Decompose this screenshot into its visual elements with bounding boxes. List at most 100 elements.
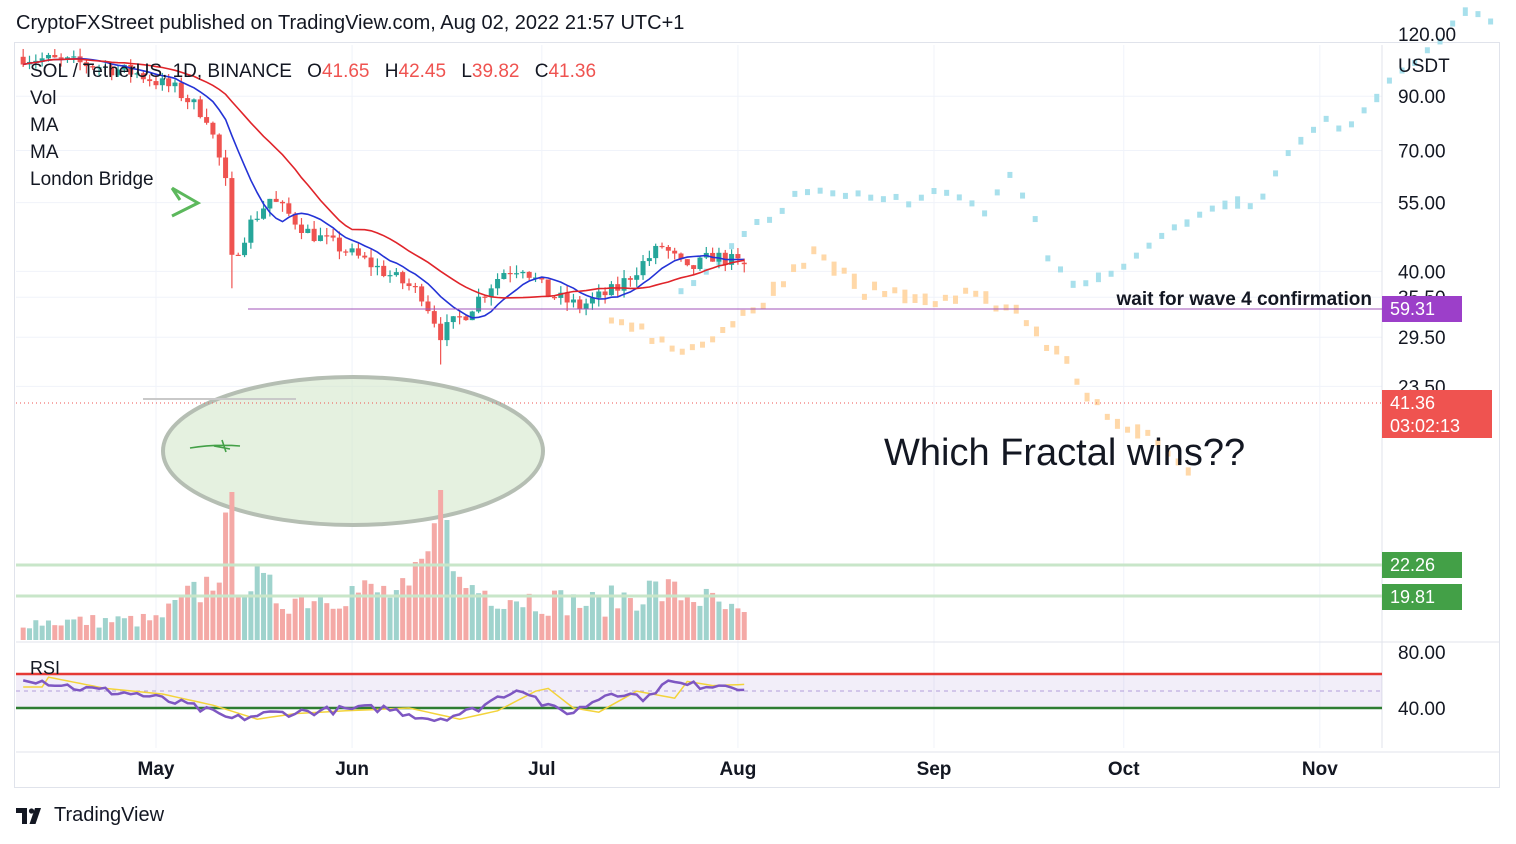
bull-projection-candle	[1171, 224, 1177, 231]
candle-body	[286, 203, 292, 214]
volume-bar	[311, 601, 317, 640]
bear-projection-candle	[902, 289, 908, 304]
volume-bar	[722, 609, 728, 640]
legend-indicator-ma-1[interactable]: MA	[30, 115, 59, 136]
price-tag-support-2: 19.81	[1382, 584, 1462, 610]
candle-body	[634, 275, 640, 280]
volume-bar	[615, 608, 621, 640]
bull-projection-candle	[792, 190, 798, 197]
price-axis-currency: USDT	[1398, 56, 1450, 77]
volume-bar	[172, 600, 178, 640]
volume-bar	[248, 591, 254, 640]
volume-bar	[526, 593, 532, 640]
price-tag-target: 59.31	[1382, 296, 1462, 322]
volume-bar	[400, 578, 406, 640]
bear-projection-candle	[740, 309, 746, 316]
candle-body	[476, 296, 482, 312]
tradingview-brand[interactable]: TradingView	[16, 804, 164, 827]
candle-body	[551, 297, 557, 299]
ma-slow-line	[23, 58, 745, 299]
candle-body	[235, 254, 241, 257]
candle-body	[210, 122, 216, 135]
candle-body	[444, 322, 450, 341]
bull-projection-candle	[1184, 219, 1190, 227]
volume-bar	[166, 603, 172, 640]
candle-body	[564, 292, 570, 303]
bull-projection-candle	[1121, 263, 1127, 270]
candle-body	[216, 134, 222, 158]
bear-projection-candle	[730, 321, 736, 328]
candle-body	[349, 248, 355, 253]
volume-bar	[355, 592, 361, 640]
candle-body	[488, 288, 494, 297]
bear-projection-candle	[720, 327, 726, 334]
candle-body	[450, 316, 456, 323]
ma-fast-line	[23, 57, 745, 319]
legend-indicator-vol[interactable]: Vol	[30, 88, 57, 109]
bull-projection-candle	[1311, 126, 1317, 133]
candle-body	[147, 79, 153, 82]
candle-body	[577, 299, 583, 309]
bear-projection-candle	[1054, 345, 1060, 355]
candle-body	[381, 265, 387, 277]
volume-bar	[33, 620, 39, 640]
bull-projection-candle	[1437, 38, 1443, 45]
bear-projection-candle	[841, 267, 847, 274]
symbol-name: SOL / TetherUS, 1D, BINANCE	[30, 61, 292, 82]
candle-body	[134, 73, 140, 75]
candle-body	[261, 208, 267, 219]
volume-bar	[564, 615, 570, 640]
volume-bar	[298, 594, 304, 640]
price-tick-label: 120.00	[1398, 25, 1456, 46]
candle-body	[121, 64, 127, 70]
bear-projection-candle	[649, 337, 655, 344]
volume-bar	[457, 576, 463, 640]
candle-body	[172, 82, 178, 87]
volume-bar	[545, 615, 551, 640]
volume-bar	[412, 562, 418, 640]
volume-bar	[640, 604, 646, 640]
volume-bar	[691, 602, 697, 640]
volume-bar	[26, 628, 32, 640]
bear-projection-candle	[1044, 344, 1050, 351]
volume-bar	[64, 619, 70, 640]
candle-body	[166, 78, 172, 87]
bear-projection-candle	[942, 294, 948, 301]
legend-indicator-london-bridge[interactable]: London Bridge	[30, 169, 154, 190]
rsi-panel: RSI	[16, 658, 1382, 723]
legend-indicator-ma-2[interactable]: MA	[30, 142, 59, 163]
fractal-projections	[608, 7, 1494, 476]
close-value: 41.36	[548, 61, 597, 82]
candle-body	[684, 259, 690, 266]
volume-bar	[204, 576, 210, 640]
bull-projection-candle	[1222, 200, 1228, 210]
tradingview-logo-icon	[16, 807, 41, 824]
volume-bar	[317, 594, 323, 640]
volume-bar	[596, 595, 602, 640]
bear-projection-candle	[669, 345, 675, 352]
bear-projection-candle	[1155, 439, 1161, 446]
price-tick-label: 90.00	[1398, 87, 1446, 108]
volume-bar	[349, 586, 355, 640]
bull-projection-candle	[1159, 232, 1165, 239]
bull-projection-candle	[1361, 107, 1367, 114]
bull-projection-candle	[1298, 136, 1304, 145]
candle-body	[128, 64, 134, 75]
bear-projection-candle	[710, 336, 716, 343]
bear-projection-candle	[699, 341, 705, 348]
chart-frame[interactable]	[14, 42, 1500, 788]
candle-body	[267, 198, 273, 209]
bull-projection-candle	[1209, 205, 1215, 212]
volume-bar	[729, 603, 735, 640]
fractal-question-annotation: Which Fractal wins??	[884, 432, 1245, 474]
candle-body	[242, 242, 248, 256]
candle-body	[469, 311, 475, 321]
candle-body	[646, 258, 652, 262]
horizontal-levels	[16, 308, 1382, 598]
legend-symbol-row[interactable]: SOL / TetherUS, 1D, BINANCE O41.65 H42.4…	[30, 58, 596, 85]
bear-projection-candle	[689, 344, 695, 351]
candle-body	[672, 250, 678, 254]
bull-projection-candle	[944, 189, 950, 196]
bull-projection-candle	[855, 190, 861, 197]
